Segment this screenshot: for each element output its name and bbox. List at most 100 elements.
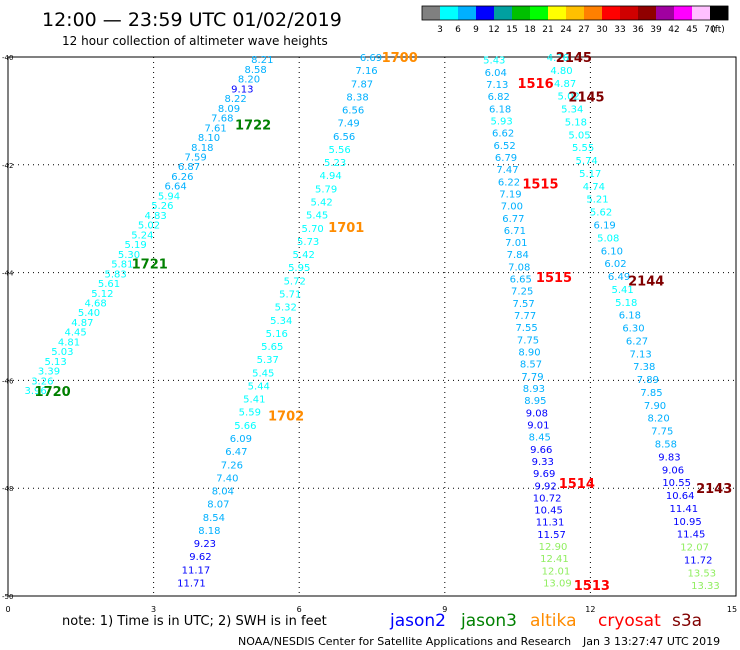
swh-value: 6.09 [230, 434, 252, 445]
swh-value: 5.61 [98, 279, 120, 290]
swh-value: 7.00 [501, 202, 523, 213]
x-tick-label: 3 [151, 605, 156, 614]
swh-value: 7.57 [513, 299, 535, 310]
swh-value: 6.79 [495, 153, 517, 164]
swh-value: 7.89 [637, 375, 659, 386]
time-label: 1700 [382, 51, 418, 66]
swh-value: 5.16 [266, 329, 288, 340]
swh-value: 6.62 [492, 129, 514, 140]
time-label: 1514 [559, 477, 595, 492]
time-label: 1515 [536, 271, 572, 286]
swh-value: 5.08 [597, 233, 619, 244]
swh-value: 10.64 [666, 491, 695, 502]
swh-value: 5.21 [586, 195, 608, 206]
swh-value: 4.81 [58, 337, 80, 348]
colorbar-swatch [476, 6, 495, 20]
swh-value: 9.08 [526, 408, 548, 419]
colorbar-swatch [512, 6, 531, 20]
colorbar-swatch [440, 6, 459, 20]
time-label: 1721 [132, 257, 168, 272]
swh-value: 11.45 [677, 530, 706, 541]
colorbar-label: 15 [506, 25, 517, 35]
swh-value: 13.09 [543, 579, 572, 590]
swh-value: 6.77 [502, 214, 524, 225]
timestamp-text: Jan 3 13:27:47 UTC 2019 [582, 635, 720, 648]
swh-value: 8.90 [518, 348, 540, 359]
time-label: 2145 [556, 51, 592, 66]
swh-value: 13.33 [691, 581, 720, 592]
swh-value: 8.58 [655, 440, 677, 451]
y-tick-label: -44 [2, 270, 14, 278]
swh-value: 6.27 [626, 336, 648, 347]
colorbar-label: 18 [524, 25, 536, 35]
swh-value: 5.37 [257, 355, 279, 366]
y-tick-label: -40 [2, 54, 13, 62]
swh-value: 7.08 [508, 262, 530, 273]
swh-value: 5.79 [315, 184, 337, 195]
swh-value: 5.12 [91, 289, 113, 300]
swh-value: 6.02 [604, 259, 626, 270]
swh-value: 11.72 [684, 555, 713, 566]
swh-value: 11.31 [536, 518, 565, 529]
swh-value: 4.87 [554, 79, 576, 90]
swh-value: 5.71 [279, 289, 301, 300]
colorbar-label: 27 [578, 25, 589, 35]
swh-value: 5.93 [491, 116, 513, 127]
swh-value: 9.69 [533, 469, 555, 480]
y-tick-label: -42 [2, 162, 13, 170]
colorbar-label: 9 [473, 25, 479, 35]
time-label: 1702 [268, 409, 304, 424]
swh-value: 8.04 [212, 487, 234, 498]
swh-value: 5.40 [78, 308, 100, 319]
swh-value: 5.94 [158, 191, 180, 202]
swh-value: 12.90 [539, 542, 568, 553]
swh-value: 6.87 [178, 162, 200, 173]
swh-value: 6.52 [493, 141, 515, 152]
colorbar-frame [421, 5, 729, 21]
swh-value: 9.01 [527, 420, 549, 431]
swh-value: 6.04 [485, 68, 507, 79]
swh-value: 10.72 [533, 493, 562, 504]
swh-value: 4.74 [583, 182, 605, 193]
colorbar-swatch [494, 6, 513, 20]
swh-value: 6.22 [498, 177, 520, 188]
swh-value: 7.75 [517, 335, 539, 346]
swh-value: 8.20 [648, 414, 670, 425]
swh-value: 7.13 [486, 80, 508, 91]
swh-value: 6.71 [504, 226, 526, 237]
swh-value: 7.61 [205, 123, 227, 134]
swh-value: 9.66 [530, 445, 552, 456]
swh-value: 5.83 [105, 269, 127, 280]
swh-value: 5.26 [151, 201, 173, 212]
swh-value: 9.13 [231, 84, 253, 95]
swh-value: 8.20 [238, 75, 260, 86]
colorbar-label: 6 [455, 25, 461, 35]
swh-value: 7.13 [630, 349, 652, 360]
colorbar-label: 24 [560, 25, 572, 35]
swh-value: 7.01 [505, 238, 527, 249]
colorbar-swatch [584, 6, 603, 20]
time-label: 1515 [522, 178, 558, 193]
swh-value: 8.07 [207, 500, 229, 511]
swh-value: 6.56 [342, 106, 364, 117]
swh-value: 4.87 [71, 318, 93, 329]
x-tick-label: 9 [442, 605, 447, 614]
swh-value: 7.19 [499, 189, 521, 200]
legend-altika: altika [530, 611, 577, 631]
tick-labels: 0 3 6 9 12 15 -40 -42 -44 -46 -48 -50 [2, 54, 737, 614]
swh-value: 7.85 [640, 388, 662, 399]
colorbar-swatch [620, 6, 639, 20]
colorbar-swatch [422, 6, 441, 20]
credit-text: NOAA/NESDIS Center for Satellite Applica… [238, 635, 571, 648]
swh-value: 5.72 [284, 276, 306, 287]
swh-value: 8.95 [524, 396, 546, 407]
swh-value: 5.59 [239, 408, 261, 419]
legend-cryosat: cryosat [598, 611, 661, 631]
swh-value: 4.68 [85, 298, 107, 309]
colorbar-swatch [548, 6, 567, 20]
swh-value: 9.23 [194, 539, 216, 550]
swh-value: 8.10 [198, 133, 220, 144]
chart-title: 12:00 — 23:59 UTC 01/02/2019 [42, 9, 342, 31]
swh-value: 7.59 [185, 152, 207, 163]
colorbar-swatch [458, 6, 477, 20]
